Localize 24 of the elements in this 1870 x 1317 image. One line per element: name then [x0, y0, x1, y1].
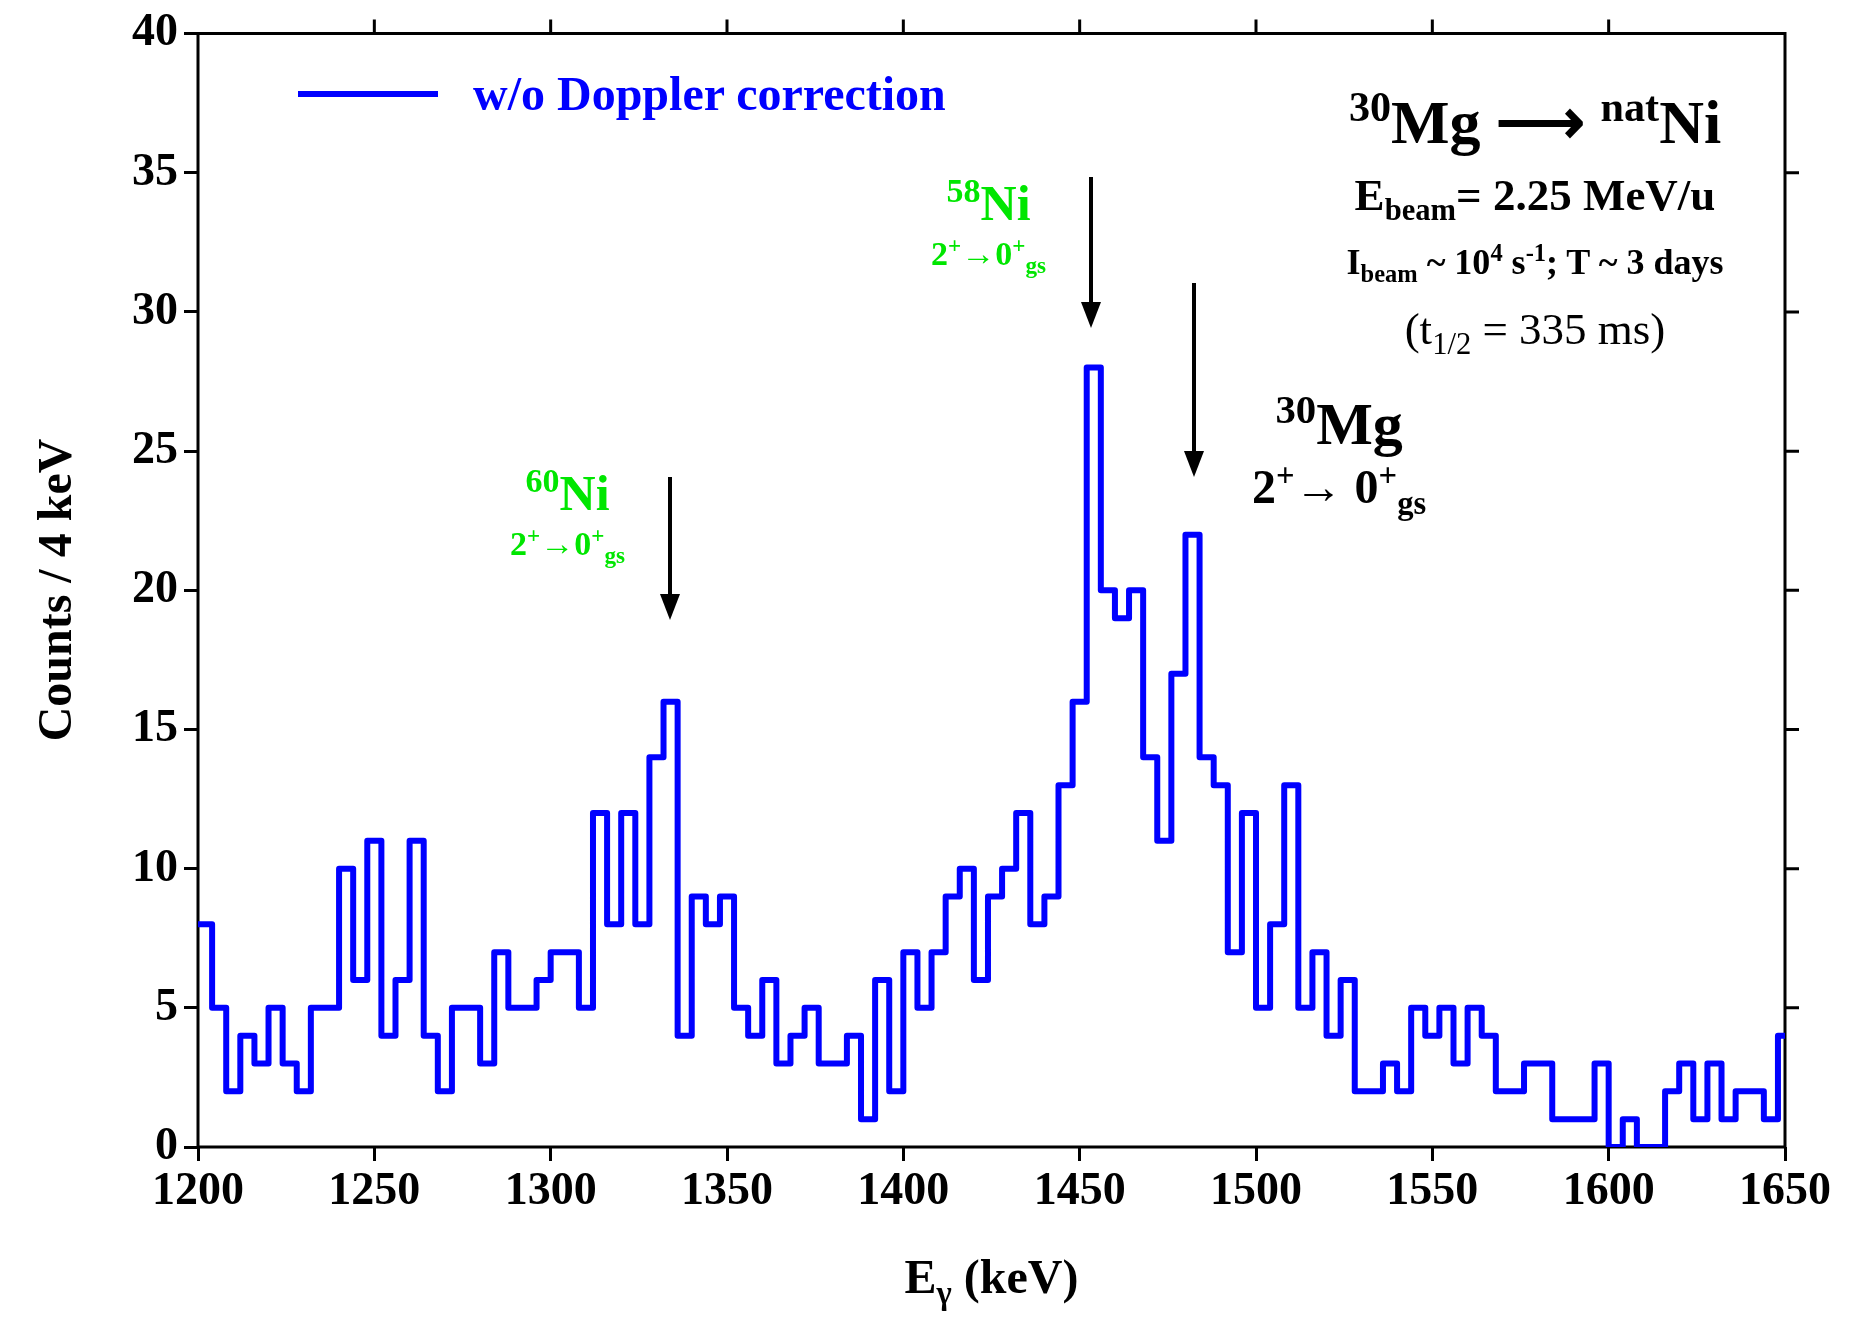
y-tick-label: 25 [132, 422, 178, 474]
x-tick-label: 1450 [1033, 1163, 1126, 1215]
x-tick-label: 1500 [1210, 1163, 1302, 1215]
annotation: I$_{beam}$ ~ 10$^{4}$ s$^{-1}$; T ~ 3 days [1346, 239, 1724, 288]
y-tick-label: 15 [132, 700, 178, 752]
annotation: $^{30}$Mg ⟶ $^{nat}$Ni [1348, 83, 1722, 156]
y-tick-label: 35 [132, 143, 178, 195]
x-tick-label: 1400 [857, 1163, 950, 1215]
y-tick-label: 20 [132, 561, 178, 613]
x-tick-label: 1350 [681, 1163, 773, 1215]
y-tick-label: 40 [132, 4, 178, 56]
x-tick-label: 1650 [1739, 1163, 1831, 1215]
x-axis-title: E$_{γ}$ (keV) [904, 1250, 1079, 1311]
y-tick-label: 10 [132, 839, 178, 891]
y-axis-title: Counts / 4 keV [28, 438, 81, 742]
y-tick-label: 5 [155, 978, 178, 1030]
x-tick-label: 1300 [504, 1163, 597, 1215]
y-tick-label: 30 [132, 282, 178, 334]
x-tick-label: 1600 [1562, 1163, 1655, 1215]
x-tick-label: 1250 [328, 1163, 421, 1215]
annotation: (t$_{1/2}$ = 335 ms) [1404, 304, 1666, 361]
x-tick-label: 1550 [1386, 1163, 1479, 1215]
legend-label: w/o Doppler correction [473, 66, 946, 120]
annotation: E$_{beam}$= 2.25 MeV/u [1354, 170, 1716, 227]
